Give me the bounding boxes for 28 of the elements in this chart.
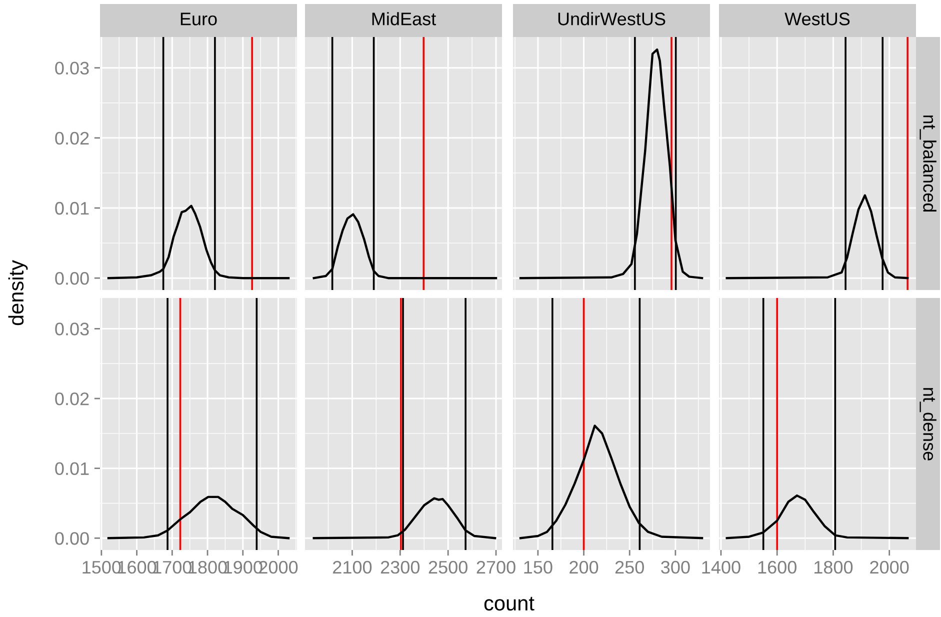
y-tick-label: 0.01: [55, 202, 89, 215]
y-tick-label: 0.00: [55, 532, 89, 545]
x-tick-label: 150: [524, 560, 552, 574]
chart-title: MidEast: [372, 12, 436, 26]
x-axis-title: count: [484, 596, 534, 611]
x-tick-label: 2500: [428, 560, 468, 574]
x-tick-label: 250: [615, 560, 644, 574]
y-tick-label: 0.03: [55, 62, 89, 75]
x-tick-label: 1600: [758, 560, 796, 574]
x-tick-label: 1400: [702, 560, 740, 574]
chart-title: UndirWestUS: [558, 12, 666, 26]
x-tick-label: 2000: [870, 560, 909, 574]
y-tick-label: 0.02: [55, 132, 89, 145]
y-tick-label: 0.01: [55, 462, 89, 476]
x-tick-label: 1800: [814, 560, 853, 574]
y2-axis-title: nt_dense: [920, 388, 936, 460]
y2-axis-title: nt_balanced: [920, 116, 936, 212]
chart-title: Euro: [180, 12, 217, 26]
y-tick-label: 0.02: [55, 392, 89, 406]
y-tick-label: 0.03: [55, 322, 89, 336]
y-axis-title: density: [8, 260, 28, 326]
x-tick-label: 2300: [380, 560, 420, 574]
chart-title: WestUS: [784, 12, 850, 26]
x-tick-label: 2700: [476, 560, 516, 574]
x-tick-label: 200: [570, 560, 598, 574]
x-tick-label: 2100: [333, 560, 372, 574]
x-tick-label: 300: [661, 560, 690, 574]
y-tick-label: 0.00: [55, 272, 89, 285]
